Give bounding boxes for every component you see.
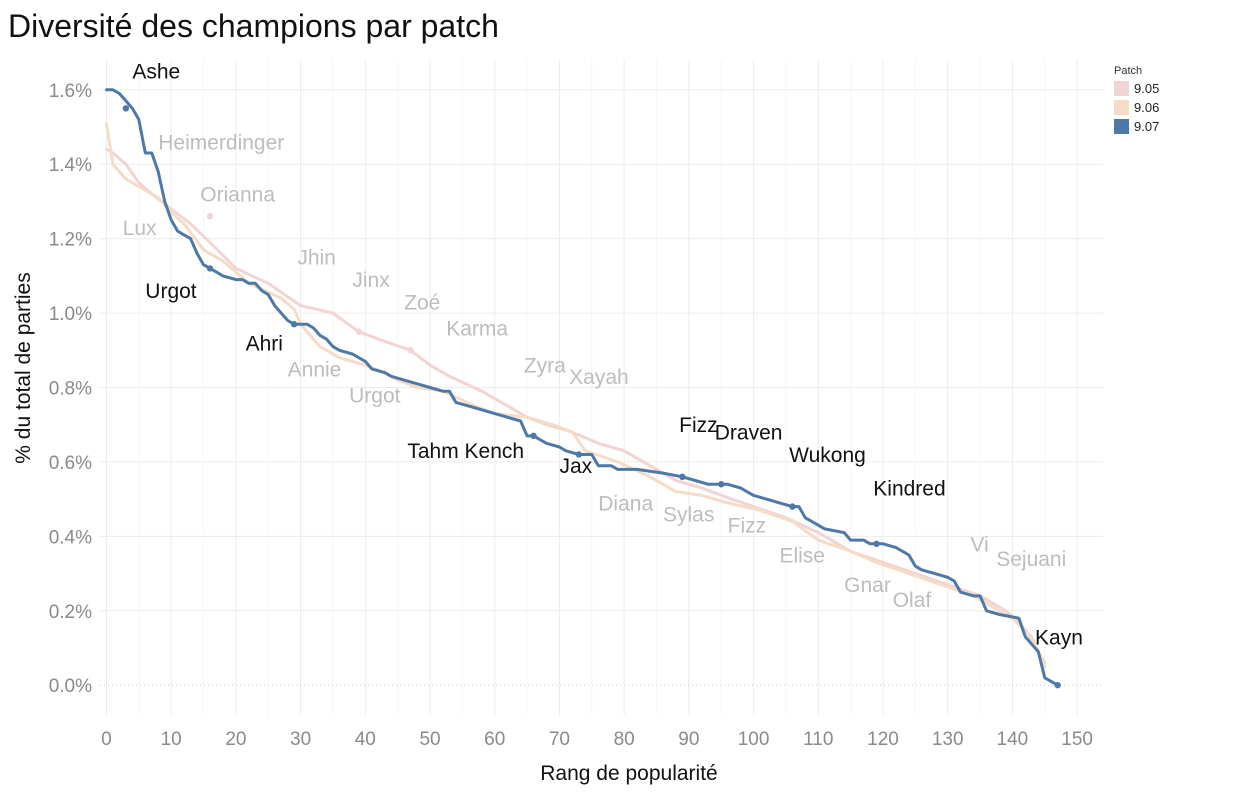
annotation-label: Jinx — [352, 269, 390, 292]
y-axis: 0.0% 0.2% 0.4% 0.6% 0.8% 1.0% 1.2% 1.4% 1.6% — [49, 81, 92, 697]
y-tick-label: 0.6% — [49, 453, 92, 474]
grid — [100, 60, 1103, 715]
series-point-9-07 — [1054, 682, 1061, 689]
y-tick-label: 1.4% — [49, 155, 92, 176]
annotation-label: Elise — [779, 544, 825, 567]
annotation-label: Annie — [288, 358, 342, 381]
annotation-label: Kindred — [873, 477, 945, 500]
x-tick-label: 0 — [101, 729, 112, 750]
legend: Patch 9.05 9.06 9.07 — [1114, 65, 1159, 134]
x-tick-label: 10 — [161, 729, 182, 750]
series-point-9-07 — [206, 265, 214, 272]
annotation-label: Ashe — [132, 61, 180, 84]
legend-swatch — [1114, 100, 1129, 115]
annotation-label: Fizz — [728, 515, 767, 538]
legend-label: 9.07 — [1134, 119, 1159, 134]
y-tick-label: 0.8% — [49, 379, 92, 400]
x-tick-label: 30 — [290, 729, 311, 750]
x-tick-label: 80 — [614, 729, 635, 750]
y-axis-title: % du total de parties — [12, 272, 35, 463]
x-tick-label: 140 — [997, 729, 1029, 750]
annotation-label: Sylas — [663, 503, 714, 526]
x-tick-label: 110 — [803, 729, 833, 750]
legend-label: 9.06 — [1134, 100, 1159, 115]
legend-swatch — [1114, 81, 1129, 96]
x-tick-label: 70 — [549, 729, 570, 750]
annotation-label: Fizz — [679, 414, 718, 437]
annotation-label: Draven — [715, 422, 783, 445]
annotation-label: Jhin — [297, 247, 336, 270]
plot-area — [105, 88, 1061, 689]
y-tick-label: 0.2% — [49, 602, 92, 623]
series-point-9-07 — [789, 503, 796, 510]
annotation-label: Kayn — [1035, 626, 1083, 649]
annotation-label: Karma — [446, 317, 508, 340]
y-tick-label: 0.4% — [49, 527, 92, 548]
y-tick-label: 1.2% — [49, 230, 92, 251]
x-tick-label: 20 — [225, 729, 246, 750]
annotation-label: Wukong — [789, 444, 866, 467]
series-point-9-07 — [530, 432, 537, 440]
annotation-label: Zyra — [524, 355, 566, 378]
annotation-label: Sejuani — [996, 548, 1066, 571]
annotation-label: Xayah — [569, 366, 629, 389]
y-tick-label: 1.0% — [49, 304, 92, 325]
legend-swatch — [1114, 119, 1129, 134]
x-tick-label: 50 — [419, 729, 440, 750]
annotation-label: Zoé — [404, 291, 440, 314]
x-tick-label: 90 — [678, 729, 699, 750]
series-point-9-07 — [575, 451, 583, 458]
x-tick-label: 100 — [738, 729, 770, 750]
y-tick-label: 1.6% — [49, 81, 92, 102]
annotation-label: Tahm Kench — [407, 440, 524, 463]
x-tick-label: 40 — [355, 729, 376, 750]
series-point-9-07 — [718, 481, 725, 488]
x-tick-label: 130 — [932, 729, 964, 750]
chart-title: Diversité des champions par patch — [8, 8, 499, 44]
annotation-label: Orianna — [200, 183, 275, 206]
annotation-label: Urgot — [349, 384, 401, 407]
x-tick-label: 120 — [867, 729, 899, 750]
annotation-label: Vi — [970, 533, 988, 556]
x-axis-title: Rang de popularité — [540, 762, 717, 785]
annotation-label: Gnar — [844, 574, 891, 597]
series-point-9-07 — [679, 473, 686, 481]
annotation-label: Diana — [598, 492, 653, 515]
series-point-9-05 — [355, 328, 363, 335]
annotation-label: Ahri — [246, 332, 283, 355]
series-line-9-05 — [105, 147, 1047, 665]
annotation-label: Jax — [559, 455, 592, 478]
annotation-label: Olaf — [893, 589, 932, 612]
legend-title: Patch — [1114, 65, 1142, 77]
series-point-9-05 — [407, 347, 414, 354]
x-axis: 0 10 20 30 40 50 60 70 80 90 100 110 120 130 140 150 — [101, 729, 1093, 750]
x-tick-label: 150 — [1061, 729, 1093, 750]
legend-label: 9.05 — [1134, 81, 1159, 96]
annotations: Ashe Heimerdinger Orianna Lux Urgot Jhin Jinx Z… — [123, 61, 1083, 650]
y-tick-label: 0.0% — [49, 676, 92, 697]
series-point-9-07 — [122, 105, 130, 112]
x-tick-label: 60 — [484, 729, 505, 750]
annotation-label: Lux — [123, 217, 157, 240]
series-point-9-07 — [290, 321, 298, 328]
annotation-label: Urgot — [145, 280, 197, 303]
annotation-label: Heimerdinger — [158, 131, 284, 154]
series-point-9-05 — [206, 213, 214, 220]
series-point-9-07 — [873, 540, 880, 548]
